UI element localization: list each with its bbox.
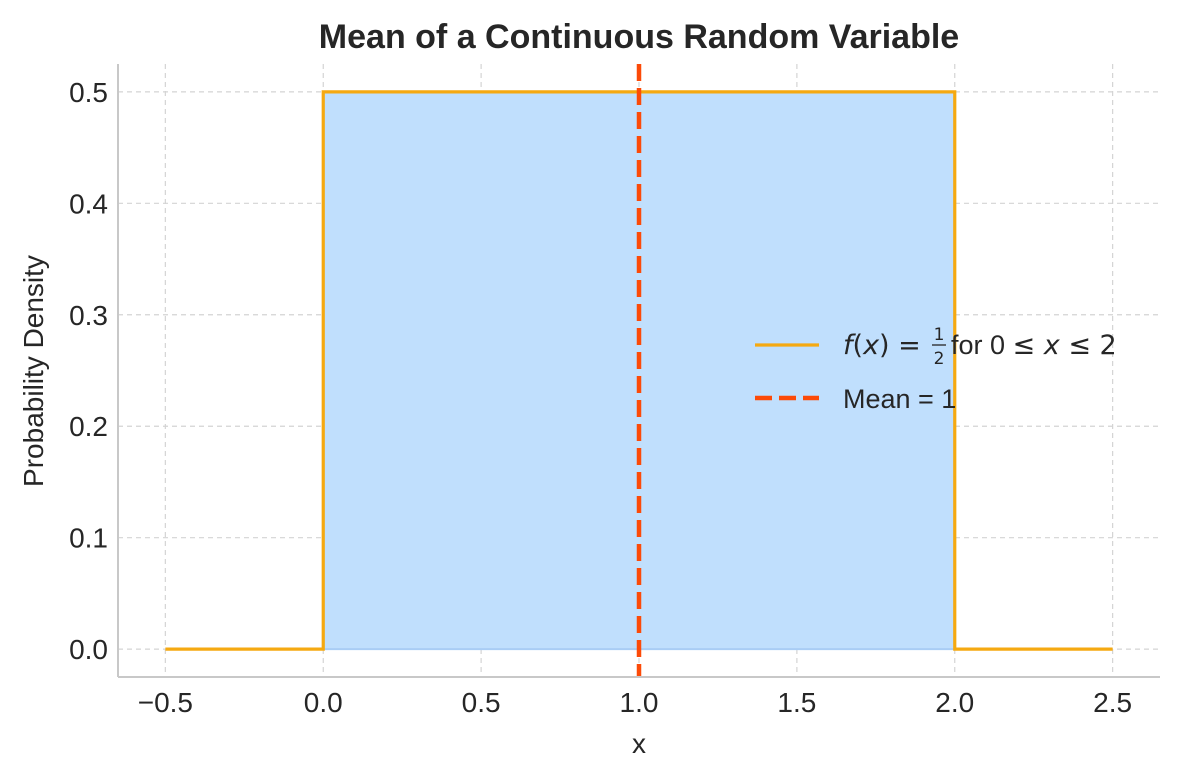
x-tick-label: 2.5	[1093, 687, 1132, 718]
legend-le1: ≤	[1013, 330, 1044, 361]
x-tick-label: 0.0	[304, 687, 343, 718]
x-axis-label: x	[632, 728, 646, 759]
axes: −0.5 0.0 0.5 1.0 1.5 2.0 2.5 0.0 0.1 0.2 0.3 0.4 0.5	[69, 64, 1160, 718]
y-axis-label: Probability Density	[18, 255, 49, 487]
legend-le2: ≤ 2	[1060, 330, 1117, 361]
y-tick-label: 0.3	[69, 300, 108, 331]
x-tick-label: 0.5	[462, 687, 501, 718]
x-tick-label: −0.5	[138, 687, 193, 718]
x-tick-label: 1.0	[620, 687, 659, 718]
legend-var: x	[862, 330, 880, 361]
legend: f(x) = 1 2 for 0 ≤ x ≤ 2 Mean = 1	[755, 325, 1117, 414]
legend-frac-den: 2	[934, 349, 945, 369]
x-tick-label: 1.5	[777, 687, 816, 718]
y-tick-label: 0.5	[69, 77, 108, 108]
y-tick-label: 0.1	[69, 523, 108, 554]
legend-eq: =	[890, 330, 921, 361]
legend-label-pdf: f(x) =	[843, 330, 921, 361]
legend-for: for 0	[951, 330, 1013, 360]
plot-area	[165, 64, 1113, 677]
legend-x2: x	[1043, 330, 1061, 361]
legend-label-mean: Mean = 1	[843, 384, 956, 414]
x-tick-label: 2.0	[935, 687, 974, 718]
legend-frac-num: 1	[934, 325, 945, 345]
y-tick-label: 0.0	[69, 634, 108, 665]
y-tick-label: 0.4	[69, 188, 108, 219]
chart-title: Mean of a Continuous Random Variable	[319, 18, 959, 56]
y-tick-label: 0.2	[69, 411, 108, 442]
legend-label-pdf-tail: for 0 ≤ x ≤ 2	[951, 330, 1117, 361]
